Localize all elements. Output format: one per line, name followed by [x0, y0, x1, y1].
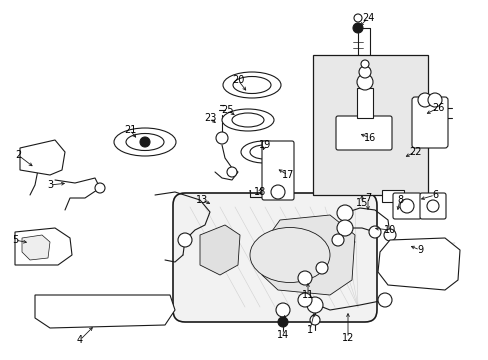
Circle shape	[331, 234, 343, 246]
Circle shape	[360, 60, 368, 68]
Bar	[381, 190, 403, 202]
Text: 21: 21	[123, 125, 136, 135]
Circle shape	[297, 293, 311, 307]
FancyBboxPatch shape	[419, 193, 445, 219]
Text: 4: 4	[77, 335, 83, 345]
Polygon shape	[22, 235, 50, 260]
Circle shape	[178, 233, 192, 247]
Ellipse shape	[241, 141, 286, 163]
Polygon shape	[262, 215, 354, 295]
Ellipse shape	[223, 72, 281, 98]
Text: 2: 2	[15, 150, 21, 160]
Circle shape	[377, 293, 391, 307]
FancyBboxPatch shape	[392, 193, 420, 219]
Text: 6: 6	[431, 190, 437, 200]
Text: 20: 20	[231, 75, 244, 85]
Text: 24: 24	[361, 13, 373, 23]
Text: 23: 23	[203, 113, 216, 123]
Text: 26: 26	[431, 103, 443, 113]
Text: 12: 12	[341, 333, 353, 343]
Circle shape	[426, 200, 438, 212]
Polygon shape	[15, 228, 72, 265]
Text: 15: 15	[355, 198, 367, 208]
Ellipse shape	[126, 134, 163, 150]
Circle shape	[270, 185, 285, 199]
Bar	[312, 55, 427, 195]
Ellipse shape	[249, 145, 278, 159]
Circle shape	[216, 132, 227, 144]
Polygon shape	[20, 140, 65, 175]
Text: 7: 7	[364, 193, 370, 203]
Text: 14: 14	[276, 330, 288, 340]
Circle shape	[306, 297, 323, 313]
FancyBboxPatch shape	[411, 97, 447, 148]
Text: 3: 3	[47, 180, 53, 190]
Circle shape	[399, 199, 413, 213]
Circle shape	[336, 220, 352, 236]
Circle shape	[278, 317, 287, 327]
FancyBboxPatch shape	[173, 193, 376, 322]
FancyBboxPatch shape	[262, 141, 293, 200]
Circle shape	[226, 167, 237, 177]
Ellipse shape	[222, 109, 273, 131]
Text: 17: 17	[281, 170, 294, 180]
Circle shape	[383, 229, 395, 241]
FancyBboxPatch shape	[335, 116, 391, 150]
Ellipse shape	[232, 77, 270, 94]
Circle shape	[417, 93, 431, 107]
Text: 19: 19	[258, 140, 270, 150]
Circle shape	[140, 137, 150, 147]
Ellipse shape	[249, 228, 329, 283]
Circle shape	[275, 303, 289, 317]
Text: 25: 25	[221, 105, 234, 115]
Polygon shape	[200, 225, 240, 275]
Circle shape	[95, 183, 105, 193]
Text: 13: 13	[196, 195, 208, 205]
Circle shape	[309, 315, 319, 325]
Text: 11: 11	[301, 290, 313, 300]
Circle shape	[297, 271, 311, 285]
Polygon shape	[35, 295, 175, 328]
Text: 5: 5	[12, 235, 18, 245]
Bar	[356, 88, 372, 118]
Circle shape	[336, 205, 352, 221]
Text: 10: 10	[383, 225, 395, 235]
Text: 9: 9	[416, 245, 422, 255]
Polygon shape	[377, 238, 459, 290]
Text: 8: 8	[396, 195, 402, 205]
Circle shape	[315, 262, 327, 274]
Circle shape	[353, 14, 361, 22]
Circle shape	[356, 74, 372, 90]
Text: 1: 1	[306, 325, 312, 335]
Circle shape	[352, 23, 362, 33]
Ellipse shape	[231, 113, 264, 127]
Text: 22: 22	[408, 147, 420, 157]
Circle shape	[427, 93, 441, 107]
Circle shape	[368, 226, 380, 238]
Ellipse shape	[114, 128, 176, 156]
Text: 16: 16	[363, 133, 375, 143]
Text: 18: 18	[253, 187, 265, 197]
Circle shape	[358, 66, 370, 78]
